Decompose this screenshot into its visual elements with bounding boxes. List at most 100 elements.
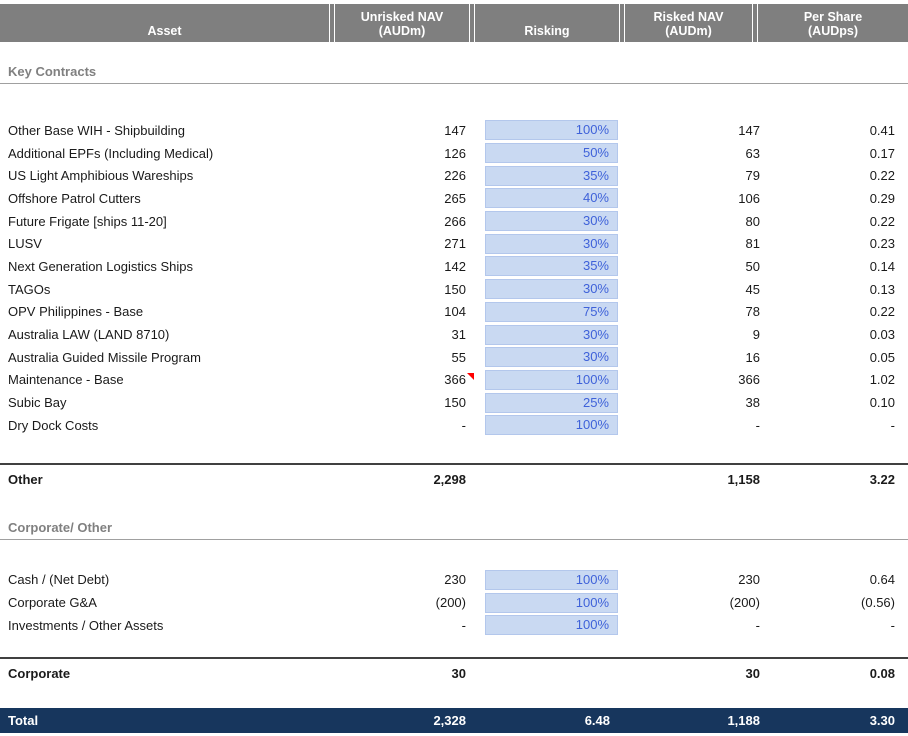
risking-input-cell[interactable]: 30% bbox=[485, 233, 618, 254]
unrisked-nav-value: 266 bbox=[444, 213, 466, 229]
column-header-risking: Risking bbox=[474, 4, 620, 42]
risking-input-cell[interactable]: 30% bbox=[485, 324, 618, 345]
asset-name: Other Base WIH - Shipbuilding bbox=[8, 122, 186, 138]
risking-input-cell[interactable]: 30% bbox=[485, 347, 618, 368]
per-share-value: 0.22 bbox=[869, 213, 895, 229]
risking-cell-wrap: 50% bbox=[466, 142, 618, 165]
unrisked-nav-value: (200) bbox=[435, 595, 466, 611]
asset-row: US Light Amphibious Wareships 226 35% 79 0.2… bbox=[0, 164, 908, 187]
unrisked-nav-value: - bbox=[461, 417, 466, 433]
summary-per-share: 3.22 bbox=[869, 472, 895, 488]
comment-marker-icon bbox=[467, 373, 474, 381]
asset-name: OPV Philippines - Base bbox=[8, 304, 144, 320]
risked-nav-value: 80 bbox=[745, 213, 760, 229]
risking-input-cell[interactable]: 100% bbox=[485, 415, 618, 436]
summary-per-share: 0.08 bbox=[869, 666, 895, 682]
risking-input-cell[interactable]: 100% bbox=[485, 592, 618, 613]
per-share-value: 0.17 bbox=[869, 145, 895, 161]
summary-row-other: Other 2,298 1,158 3.22 bbox=[0, 462, 908, 490]
total-risked: 1,188 bbox=[727, 712, 760, 728]
column-header-unrisked-nav: Unrisked NAV (AUDm) bbox=[334, 4, 470, 42]
risked-nav-value: - bbox=[755, 617, 760, 633]
risking-input-cell[interactable]: 40% bbox=[485, 188, 618, 209]
risked-nav-value: 9 bbox=[752, 327, 760, 343]
risking-cell-wrap: 75% bbox=[466, 301, 618, 324]
column-header-per-share: Per Share (AUDps) bbox=[757, 4, 908, 42]
per-share-value: - bbox=[890, 617, 895, 633]
asset-name: Additional EPFs (Including Medical) bbox=[8, 145, 214, 161]
risking-input-cell[interactable]: 100% bbox=[485, 569, 618, 590]
asset-name: Australia Guided Missile Program bbox=[8, 349, 201, 365]
key-contracts-rows: Other Base WIH - Shipbuilding 147 100% 147 0… bbox=[0, 119, 908, 437]
risking-cell-wrap: 30% bbox=[466, 346, 618, 369]
risking-input-cell[interactable]: 75% bbox=[485, 301, 618, 322]
risked-nav-value: 230 bbox=[738, 572, 760, 588]
risked-nav-value: 50 bbox=[745, 258, 760, 274]
column-header-asset: Asset bbox=[0, 4, 330, 42]
unrisked-nav-value: 230 bbox=[444, 572, 466, 588]
asset-name: TAGOs bbox=[8, 281, 51, 297]
nav-valuation-table: Asset Unrisked NAV (AUDm) Risking Risked… bbox=[0, 4, 908, 733]
risking-input-cell[interactable]: 35% bbox=[485, 165, 618, 186]
asset-row: Other Base WIH - Shipbuilding 147 100% 147 0… bbox=[0, 119, 908, 142]
per-share-value: 0.41 bbox=[869, 122, 895, 138]
risking-cell-wrap: 100% bbox=[466, 569, 618, 592]
asset-row: Additional EPFs (Including Medical) 126 50… bbox=[0, 142, 908, 165]
risking-input-cell[interactable]: 30% bbox=[485, 211, 618, 232]
unrisked-nav-value: 147 bbox=[444, 122, 466, 138]
summary-unrisked: 30 bbox=[451, 666, 466, 682]
column-header-risked-nav: Risked NAV (AUDm) bbox=[624, 4, 753, 42]
risking-cell-wrap: 25% bbox=[466, 391, 618, 414]
risked-nav-value: 147 bbox=[738, 122, 760, 138]
risking-cell-wrap: 100% bbox=[466, 591, 618, 614]
risking-cell-wrap: 30% bbox=[466, 278, 618, 301]
risking-input-cell[interactable]: 100% bbox=[485, 369, 618, 390]
asset-name: LUSV bbox=[8, 236, 42, 252]
risking-cell-wrap: 35% bbox=[466, 255, 618, 278]
asset-row: TAGOs 150 30% 45 0.13 bbox=[0, 278, 908, 301]
asset-name: Cash / (Net Debt) bbox=[8, 572, 110, 588]
asset-row: OPV Philippines - Base 104 75% 78 0.22 bbox=[0, 301, 908, 324]
risking-cell-wrap: 100% bbox=[466, 119, 618, 142]
total-risking: 6.48 bbox=[584, 712, 610, 728]
summary-label: Corporate bbox=[8, 666, 71, 682]
asset-row: Maintenance - Base 366 100% 366 1.02 bbox=[0, 369, 908, 392]
risking-input-cell[interactable]: 100% bbox=[485, 120, 618, 141]
asset-row: Offshore Patrol Cutters 265 40% 106 0.29 bbox=[0, 187, 908, 210]
risked-nav-value: 78 bbox=[745, 304, 760, 320]
per-share-value: 0.22 bbox=[869, 304, 895, 320]
total-row: Total 2,328 6.48 1,188 3.30 bbox=[0, 707, 908, 733]
asset-name: Subic Bay bbox=[8, 395, 67, 411]
unrisked-nav-value: 104 bbox=[444, 304, 466, 320]
risking-cell-wrap: 30% bbox=[466, 232, 618, 255]
per-share-value: 0.29 bbox=[869, 190, 895, 206]
unrisked-nav-value: 150 bbox=[444, 395, 466, 411]
unrisked-nav-value: 142 bbox=[444, 258, 466, 274]
risked-nav-value: 63 bbox=[745, 145, 760, 161]
risked-nav-value: 16 bbox=[745, 349, 760, 365]
per-share-value: 0.13 bbox=[869, 281, 895, 297]
asset-row: Corporate G&A (200) 100% (200) (0.56) bbox=[0, 591, 908, 614]
risking-input-cell[interactable]: 25% bbox=[485, 392, 618, 413]
asset-row: Investments / Other Assets - 100% - - bbox=[0, 614, 908, 637]
risked-nav-value: (200) bbox=[729, 595, 760, 611]
risking-input-cell[interactable]: 30% bbox=[485, 279, 618, 300]
risked-nav-value: - bbox=[755, 417, 760, 433]
unrisked-nav-value: 265 bbox=[444, 190, 466, 206]
risking-input-cell[interactable]: 35% bbox=[485, 256, 618, 277]
asset-row: Australia Guided Missile Program 55 30% 16 0… bbox=[0, 346, 908, 369]
risking-cell-wrap: 100% bbox=[466, 369, 618, 392]
unrisked-nav-value: 55 bbox=[451, 349, 466, 365]
risked-nav-value: 81 bbox=[745, 236, 760, 252]
risking-input-cell[interactable]: 50% bbox=[485, 143, 618, 164]
risking-input-cell[interactable]: 100% bbox=[485, 615, 618, 636]
unrisked-nav-value: 226 bbox=[444, 168, 466, 184]
asset-name: Investments / Other Assets bbox=[8, 617, 164, 633]
per-share-value: 0.10 bbox=[869, 395, 895, 411]
total-label: Total bbox=[8, 712, 39, 728]
asset-row: Next Generation Logistics Ships 142 35% 50 0… bbox=[0, 255, 908, 278]
unrisked-nav-value: - bbox=[461, 617, 466, 633]
risked-nav-value: 38 bbox=[745, 395, 760, 411]
summary-label: Other bbox=[8, 472, 43, 488]
asset-name: Dry Dock Costs bbox=[8, 417, 99, 433]
